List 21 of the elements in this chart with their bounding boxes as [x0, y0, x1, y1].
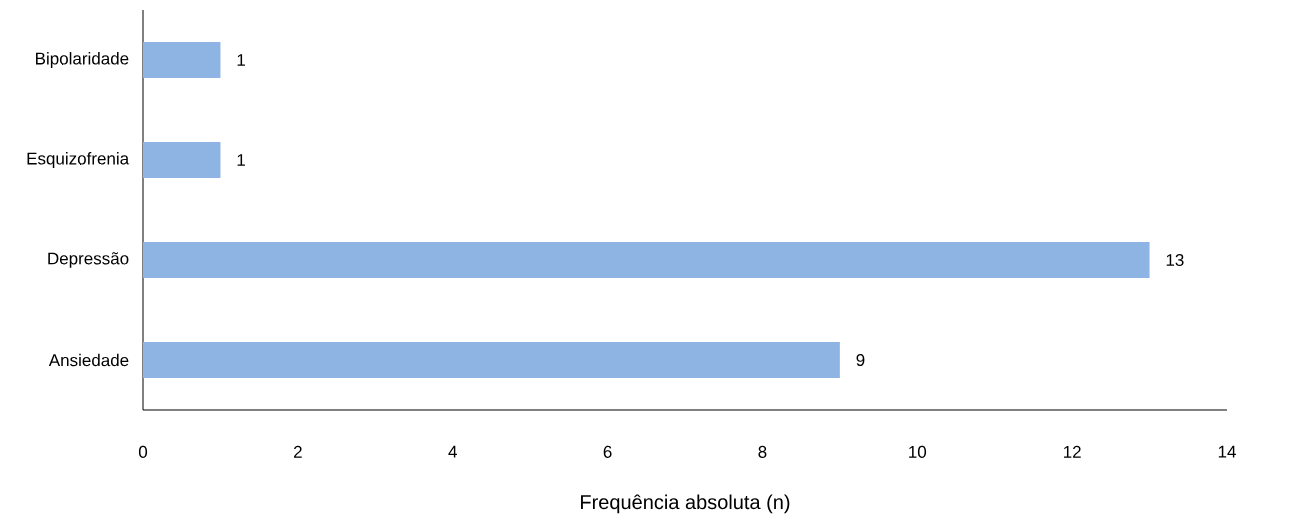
y-tick-label: Depressão [48, 252, 129, 268]
y-tick-label: Ansiedade [48, 353, 129, 367]
x-tick-label: 6 [603, 445, 612, 458]
x-tick-label: 10 [909, 445, 927, 458]
bar [143, 342, 840, 379]
data-label: 13 [1166, 254, 1184, 267]
x-axis-title: Frequência absoluta (n) [581, 494, 790, 514]
x-tick-label: 4 [448, 445, 457, 458]
data-label: 1 [237, 154, 245, 166]
data-label: 9 [856, 354, 865, 367]
bar [143, 42, 221, 79]
bar [143, 242, 1150, 279]
x-tick-label: 14 [1218, 445, 1236, 458]
bar [143, 142, 221, 179]
y-tick-label: Esquizofrenia [27, 152, 130, 169]
x-tick-label: 0 [138, 445, 148, 458]
y-tick-label: Bipolaridade [36, 52, 129, 69]
x-tick-label: 8 [758, 445, 767, 458]
x-tick-label: 12 [1063, 445, 1081, 458]
data-label: 1 [237, 54, 245, 66]
x-tick-label: 2 [294, 445, 302, 458]
